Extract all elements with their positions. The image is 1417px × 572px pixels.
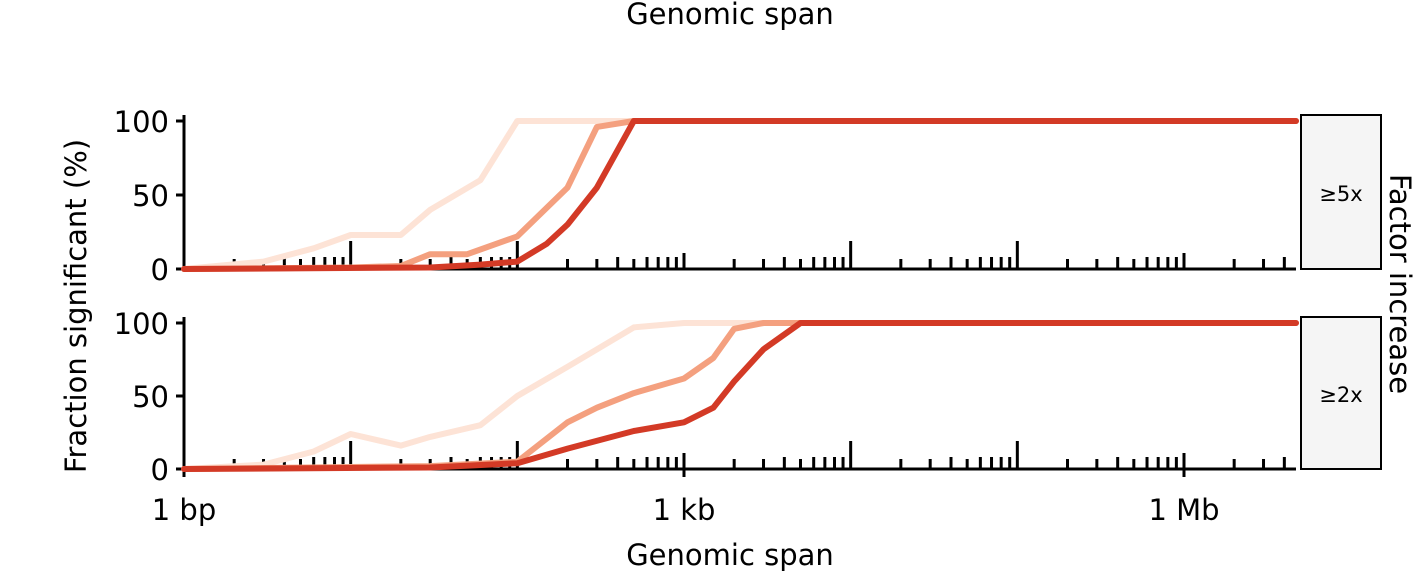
- facet-strip: [1300, 114, 1382, 270]
- y-axis-label: Fraction significant (%): [59, 139, 93, 473]
- x-axis-label: Genomic span: [626, 538, 834, 572]
- facet-strip-label: ≥5x: [1319, 182, 1362, 206]
- x-tick-label: 1 kb: [653, 493, 716, 527]
- series-line-1: [181, 320, 1299, 472]
- series-line-3: [181, 118, 1299, 272]
- top-label: Genomic span: [626, 0, 834, 31]
- panels: 0 50 100 ≥5x 0 50 100 ≥2x: [114, 105, 1382, 487]
- y-tick-label: 100: [114, 307, 169, 341]
- y-tick-label: 0: [151, 453, 169, 487]
- panel-2: 0 50 100 ≥2x: [114, 307, 1382, 487]
- x-tick-label: 1 Mb: [1148, 493, 1219, 527]
- facet-label: Factor increase: [1383, 174, 1417, 394]
- series-line-3: [181, 320, 1299, 472]
- facet-strip: [1300, 316, 1382, 470]
- y-tick-label: 100: [114, 105, 169, 139]
- facet-strip-label: ≥2x: [1319, 383, 1362, 407]
- y-tick-label: 50: [132, 380, 169, 414]
- panel-1: 0 50 100 ≥5x: [114, 105, 1382, 287]
- x-tick-labels: 1 bp 1 kb 1 Mb: [152, 493, 1220, 527]
- y-tick-label: 50: [132, 179, 169, 213]
- x-tick-label: 1 bp: [152, 493, 217, 527]
- y-tick-label: 0: [151, 253, 169, 287]
